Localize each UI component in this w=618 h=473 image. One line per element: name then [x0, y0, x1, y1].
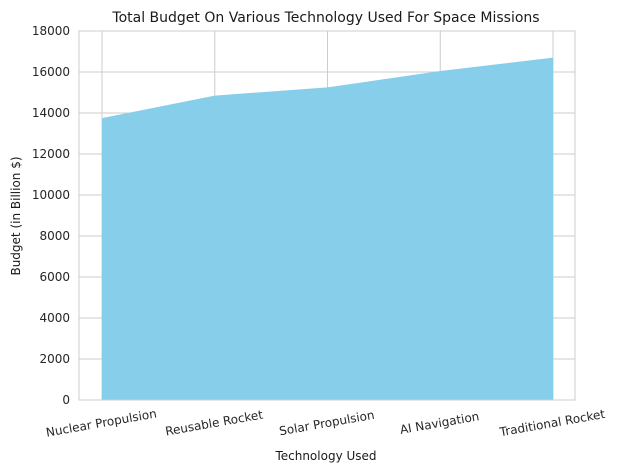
plot-frame: [78, 30, 576, 401]
y-tick-label: 18000: [32, 24, 70, 38]
y-tick-label: 12000: [32, 147, 70, 161]
x-tick-label: Nuclear Propulsion: [45, 406, 158, 439]
y-tick-label: 14000: [32, 106, 70, 120]
x-tick-label: Solar Propulsion: [278, 408, 375, 439]
x-tick-label: Reusable Rocket: [164, 408, 264, 439]
y-tick-label: 6000: [39, 270, 70, 284]
y-tick-label: 16000: [32, 65, 70, 79]
chart-title: Total Budget On Various Technology Used …: [111, 10, 539, 26]
y-axis-label: Budget (in Billion $): [9, 156, 23, 275]
y-tick-label: 0: [62, 393, 70, 407]
y-axis-ticks: 0 2000 4000 6000 8000 10000 12000 14000 16000 180…: [32, 24, 70, 407]
area-series: [102, 57, 553, 401]
x-tick-label: Traditional Rocket: [498, 407, 607, 440]
y-tick-label: 10000: [32, 188, 70, 202]
y-tick-label: 4000: [39, 311, 70, 325]
y-tick-label: 8000: [39, 229, 70, 243]
x-tick-label: AI Navigation: [399, 409, 481, 437]
x-axis-ticks: Nuclear Propulsion Reusable Rocket Solar P…: [45, 406, 606, 439]
y-tick-label: 2000: [39, 352, 70, 366]
x-axis-label: Technology Used: [274, 449, 376, 463]
